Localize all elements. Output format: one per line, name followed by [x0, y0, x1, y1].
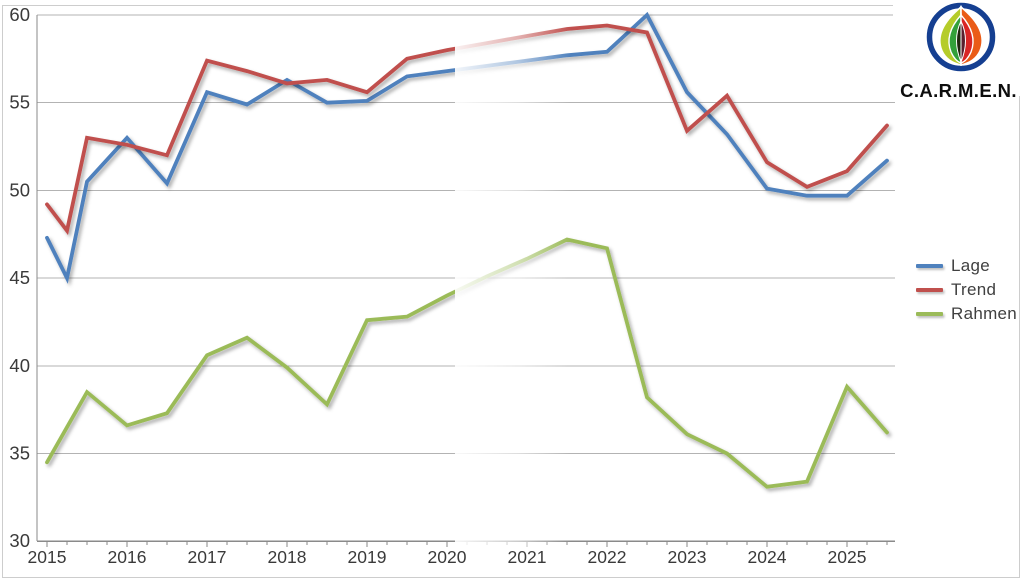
- svg-text:2017: 2017: [188, 547, 227, 567]
- svg-text:2015: 2015: [28, 547, 67, 567]
- legend-label-trend: Trend: [951, 280, 997, 299]
- svg-text:40: 40: [9, 355, 30, 376]
- svg-text:55: 55: [9, 92, 30, 113]
- legend-swatch-trend: [916, 288, 943, 292]
- legend-label-lage: Lage: [951, 256, 991, 275]
- svg-text:2020: 2020: [428, 547, 467, 567]
- series-line-trend: [45, 23, 889, 236]
- legend-item-rahmen: Rahmen: [916, 302, 1017, 326]
- legend: Lage Trend Rahmen: [916, 254, 1017, 326]
- carmen-logo: C.A.R.M.E.N.: [893, 0, 1024, 101]
- svg-text:2021: 2021: [508, 547, 547, 567]
- legend-label-rahmen: Rahmen: [951, 304, 1018, 323]
- svg-text:60: 60: [9, 4, 30, 25]
- series-line-rahmen: [45, 237, 889, 489]
- svg-text:2019: 2019: [348, 547, 387, 567]
- y-axis-labels: 30 35 40 45 50 55 60: [9, 4, 30, 551]
- fade-overlay: [455, 18, 571, 548]
- legend-item-lage: Lage: [916, 254, 1017, 278]
- svg-text:35: 35: [9, 443, 30, 464]
- svg-text:2024: 2024: [748, 547, 787, 567]
- series-line-lage: [45, 11, 889, 284]
- svg-text:30: 30: [9, 530, 30, 551]
- svg-text:50: 50: [9, 179, 30, 200]
- svg-text:2023: 2023: [668, 547, 707, 567]
- svg-text:2025: 2025: [828, 547, 867, 567]
- svg-text:2018: 2018: [268, 547, 307, 567]
- carmen-logo-text: C.A.R.M.E.N.: [900, 80, 1017, 101]
- legend-item-trend: Trend: [916, 278, 1017, 302]
- legend-swatch-rahmen: [916, 312, 943, 316]
- svg-text:45: 45: [9, 267, 30, 288]
- carmen-flame-icon: [926, 2, 996, 72]
- svg-text:2016: 2016: [108, 547, 147, 567]
- legend-swatch-lage: [916, 264, 943, 268]
- x-axis-labels: 2015 2016 2017 2018 2019 2020 2021 2022 2023 2024…: [28, 547, 867, 567]
- svg-text:2022: 2022: [588, 547, 627, 567]
